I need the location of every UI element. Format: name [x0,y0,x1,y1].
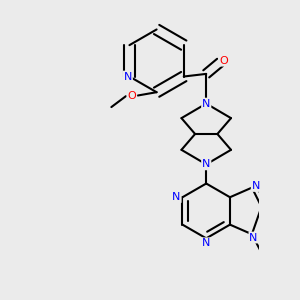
Text: N: N [249,232,258,242]
Text: O: O [219,56,228,66]
Text: N: N [202,238,210,248]
Text: N: N [252,181,260,191]
Text: N: N [124,71,132,82]
Text: N: N [172,192,181,202]
Text: N: N [202,159,210,170]
Text: N: N [202,99,210,109]
Text: O: O [128,91,136,100]
